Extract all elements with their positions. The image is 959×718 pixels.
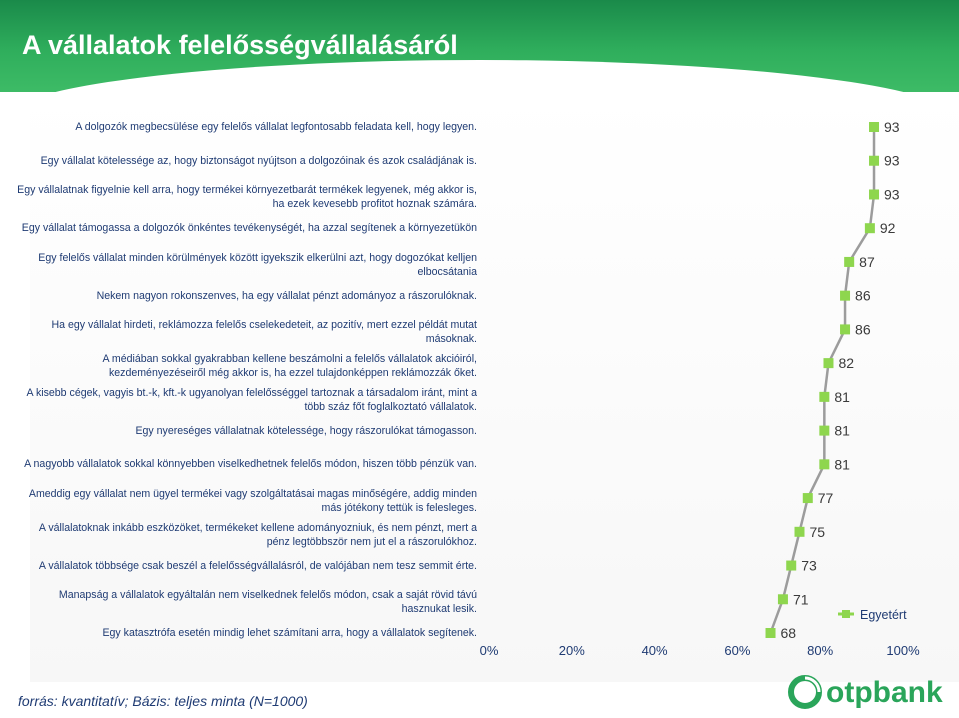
data-label: 71 xyxy=(793,591,809,607)
data-point xyxy=(786,560,797,571)
otpbank-wordmark: otpbank xyxy=(826,676,943,709)
legend-marker xyxy=(842,610,850,618)
x-tick-label: 100% xyxy=(886,643,920,658)
data-point xyxy=(819,391,830,402)
data-point xyxy=(802,493,813,504)
data-point xyxy=(840,290,851,301)
data-point xyxy=(765,628,776,638)
data-point xyxy=(864,223,875,234)
data-label: 82 xyxy=(838,355,854,371)
data-label: 75 xyxy=(810,524,826,540)
category-label: A médiában sokkal gyakrabban kellene bes… xyxy=(102,353,477,380)
data-label: 81 xyxy=(834,423,850,439)
x-tick-label: 40% xyxy=(642,643,668,658)
data-point xyxy=(869,155,880,166)
data-label: 93 xyxy=(884,153,900,169)
data-label: 92 xyxy=(880,220,896,236)
data-label: 86 xyxy=(855,321,871,337)
data-point xyxy=(840,324,851,335)
category-label: Egy vállalatnak figyelnie kell arra, hog… xyxy=(17,184,477,211)
data-label: 68 xyxy=(781,625,797,641)
series-line xyxy=(769,127,876,634)
category-label: A vállalatok többsége csak beszél a fele… xyxy=(38,559,477,572)
data-point xyxy=(819,459,830,470)
category-label: Nekem nagyon rokonszenves, ha egy vállal… xyxy=(96,289,477,302)
x-tick-label: 20% xyxy=(559,643,585,658)
chart-area: A dolgozók megbecsülése egy felelős váll… xyxy=(17,92,959,682)
data-point xyxy=(869,189,880,200)
category-label: Manapság a vállalatok egyáltalán nem vis… xyxy=(58,589,477,616)
category-label: Egy vállalat kötelessége az, hogy bizton… xyxy=(40,154,477,167)
x-tick-label: 80% xyxy=(807,643,833,658)
data-label: 77 xyxy=(818,490,834,506)
data-label: 93 xyxy=(884,119,900,135)
data-label: 81 xyxy=(834,456,850,472)
legend-label: Egyetért xyxy=(860,608,907,622)
category-label: A nagyobb vállalatok sokkal könnyebben v… xyxy=(24,458,477,471)
line-chart: 0% 20% 40% 60% 80% 100% 93 93 93 92 87 86 86 82 81 81 81… xyxy=(480,119,920,658)
category-label: A kisebb cégek, vagyis bt.-k, kft.-k ugy… xyxy=(26,386,477,413)
category-label: A vállalatoknak inkább eszközöket, termé… xyxy=(38,521,477,548)
category-label: Ha egy vállalat hirdeti, reklámozza fele… xyxy=(51,319,477,346)
data-label: 86 xyxy=(855,288,871,304)
x-tick-label: 60% xyxy=(724,643,750,658)
category-label: Egy katasztrófa esetén mindig lehet szám… xyxy=(102,627,477,639)
data-point xyxy=(823,358,834,369)
source-note: forrás: kvantitatív; Bázis: teljes minta… xyxy=(18,693,308,709)
data-point xyxy=(819,425,830,436)
data-label: 93 xyxy=(884,186,900,202)
x-tick-label: 0% xyxy=(480,643,499,658)
data-label: 87 xyxy=(859,254,875,270)
category-label: A dolgozók megbecsülése egy felelős váll… xyxy=(75,121,477,133)
category-label: Egy felelős vállalat minden körülmények … xyxy=(38,251,477,278)
page-title: A vállalatok felelősségvállalásáról xyxy=(22,30,458,60)
data-point xyxy=(844,256,855,267)
data-label: 73 xyxy=(801,558,817,574)
otpbank-logo: otpbank xyxy=(788,675,943,709)
data-point xyxy=(794,526,805,537)
data-label: 81 xyxy=(834,389,850,405)
data-point xyxy=(777,594,788,605)
data-point xyxy=(869,122,880,132)
category-label: Egy vállalat támogassa a dolgozók önként… xyxy=(21,222,477,235)
category-label: Egy nyereséges vállalatnak kötelessége, … xyxy=(135,424,477,437)
otp-logo-swoosh xyxy=(804,676,821,693)
category-label: Ameddig egy vállalat nem ügyel termékei … xyxy=(28,488,477,515)
